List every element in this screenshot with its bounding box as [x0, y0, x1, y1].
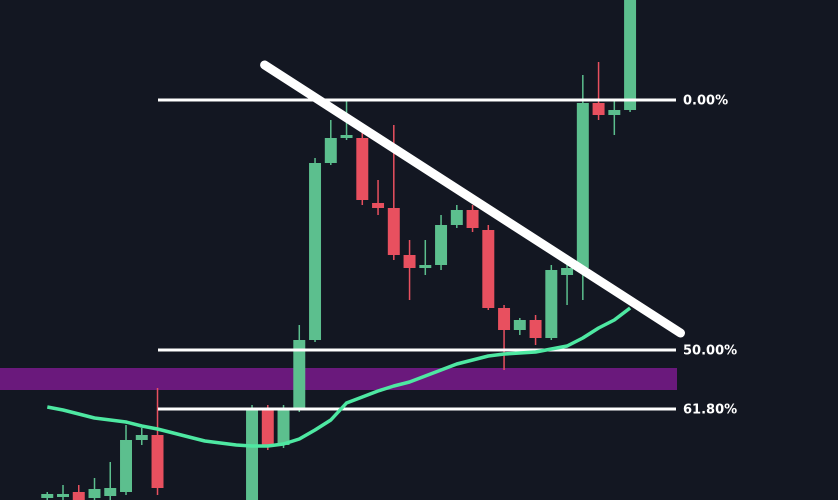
candle-body [356, 138, 369, 200]
candle-body [293, 340, 306, 410]
candle-body [324, 138, 337, 163]
zone [0, 368, 677, 390]
candle-body [120, 440, 133, 492]
candle-body [403, 255, 416, 268]
candle-body [57, 494, 69, 497]
candle-body [482, 230, 495, 308]
fib-label: 50.00% [683, 344, 737, 359]
candle-body [608, 110, 621, 115]
candle-body [435, 225, 448, 265]
candle-body [466, 210, 479, 228]
candle-body [545, 270, 558, 338]
candle-body [372, 203, 385, 208]
candle-body [88, 489, 101, 498]
candle-body [277, 410, 290, 445]
candle-body [151, 435, 164, 488]
candle-body [104, 488, 117, 496]
candle-body [261, 410, 274, 445]
candle-body [309, 163, 322, 340]
candle-body [340, 135, 353, 138]
candle-body [529, 320, 542, 338]
candle-body [592, 103, 605, 115]
candle-body [419, 265, 432, 268]
candle-body [135, 435, 148, 440]
fib-label: 0.00% [683, 94, 728, 109]
candle-body [561, 268, 574, 275]
candle-body [246, 410, 259, 500]
moving-average [46, 306, 632, 448]
candle-body [72, 492, 85, 500]
candle-body [513, 320, 526, 330]
candle-body [41, 494, 54, 498]
fib-label: 61.80% [683, 403, 737, 418]
candle-body [576, 103, 589, 268]
candle-body [624, 0, 637, 110]
candle-body [450, 210, 463, 225]
trendline [260, 60, 685, 338]
candle-body [498, 308, 511, 330]
candle-body [387, 208, 400, 255]
